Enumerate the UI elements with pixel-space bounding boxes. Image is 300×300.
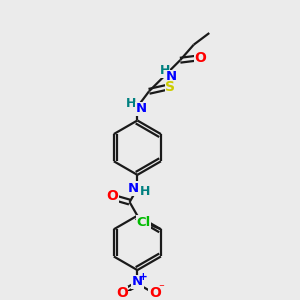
Text: O: O (116, 286, 128, 300)
Text: O: O (149, 286, 161, 300)
Text: H: H (140, 185, 150, 198)
Text: Cl: Cl (136, 216, 151, 229)
Text: S: S (165, 80, 176, 94)
Text: N: N (136, 102, 147, 115)
Text: O: O (106, 189, 118, 203)
Text: +: + (139, 272, 148, 282)
Text: H: H (126, 98, 137, 110)
Text: O: O (195, 51, 206, 65)
Text: N: N (166, 70, 177, 83)
Text: H: H (159, 64, 170, 77)
Text: ⁻: ⁻ (159, 284, 165, 293)
Text: N: N (132, 275, 143, 288)
Text: N: N (128, 182, 139, 195)
